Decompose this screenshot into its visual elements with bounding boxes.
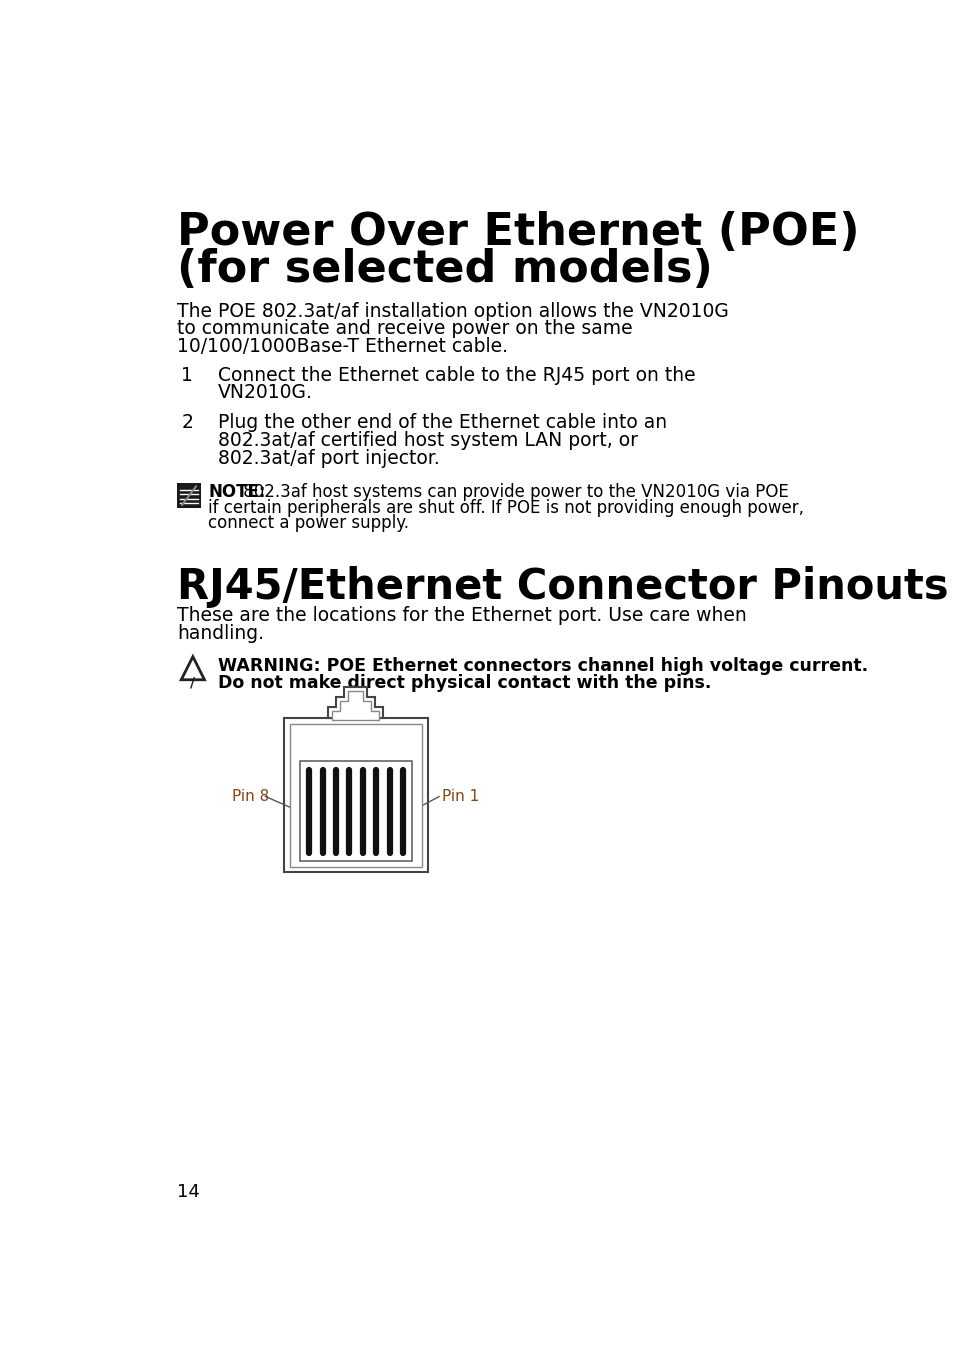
Text: Power Over Ethernet (POE): Power Over Ethernet (POE) bbox=[177, 211, 859, 254]
Text: Connect the Ethernet cable to the RJ45 port on the: Connect the Ethernet cable to the RJ45 p… bbox=[217, 366, 695, 385]
Text: (for selected models): (for selected models) bbox=[177, 247, 713, 291]
Polygon shape bbox=[181, 656, 204, 680]
Bar bbox=[284, 719, 427, 872]
Text: handling.: handling. bbox=[177, 624, 264, 643]
Bar bbox=[299, 761, 412, 860]
Bar bbox=[290, 723, 422, 867]
Text: 14: 14 bbox=[177, 1184, 200, 1201]
Text: These are the locations for the Ethernet port. Use care when: These are the locations for the Ethernet… bbox=[177, 606, 746, 625]
Text: 802.3at/af port injector.: 802.3at/af port injector. bbox=[217, 448, 439, 467]
Text: 1: 1 bbox=[181, 366, 193, 385]
Text: 2: 2 bbox=[181, 413, 193, 432]
Text: if certain peripherals are shut off. If POE is not providing enough power,: if certain peripherals are shut off. If … bbox=[208, 499, 803, 516]
Text: VN2010G.: VN2010G. bbox=[217, 383, 313, 402]
Text: Plug the other end of the Ethernet cable into an: Plug the other end of the Ethernet cable… bbox=[217, 413, 666, 432]
Text: 802.3at/af certified host system LAN port, or: 802.3at/af certified host system LAN por… bbox=[217, 431, 637, 450]
Text: WARNING: POE Ethernet connectors channel high voltage current.: WARNING: POE Ethernet connectors channel… bbox=[217, 656, 867, 674]
Text: Pin 8: Pin 8 bbox=[232, 790, 269, 805]
Text: to communicate and receive power on the same: to communicate and receive power on the … bbox=[177, 319, 633, 338]
Bar bbox=[177, 484, 200, 508]
Text: 802.3af host systems can provide power to the VN2010G via POE: 802.3af host systems can provide power t… bbox=[237, 484, 788, 501]
Text: connect a power supply.: connect a power supply. bbox=[208, 514, 409, 533]
Polygon shape bbox=[328, 686, 382, 719]
Text: /: / bbox=[190, 675, 195, 689]
Text: Pin 1: Pin 1 bbox=[441, 790, 478, 805]
Text: RJ45/Ethernet Connector Pinouts: RJ45/Ethernet Connector Pinouts bbox=[177, 565, 948, 607]
Polygon shape bbox=[332, 690, 378, 720]
Text: Do not make direct physical contact with the pins.: Do not make direct physical contact with… bbox=[217, 674, 710, 692]
Text: NOTE:: NOTE: bbox=[208, 484, 266, 501]
Text: The POE 802.3at/af installation option allows the VN2010G: The POE 802.3at/af installation option a… bbox=[177, 302, 728, 321]
Text: 10/100/1000Base-T Ethernet cable.: 10/100/1000Base-T Ethernet cable. bbox=[177, 337, 508, 356]
